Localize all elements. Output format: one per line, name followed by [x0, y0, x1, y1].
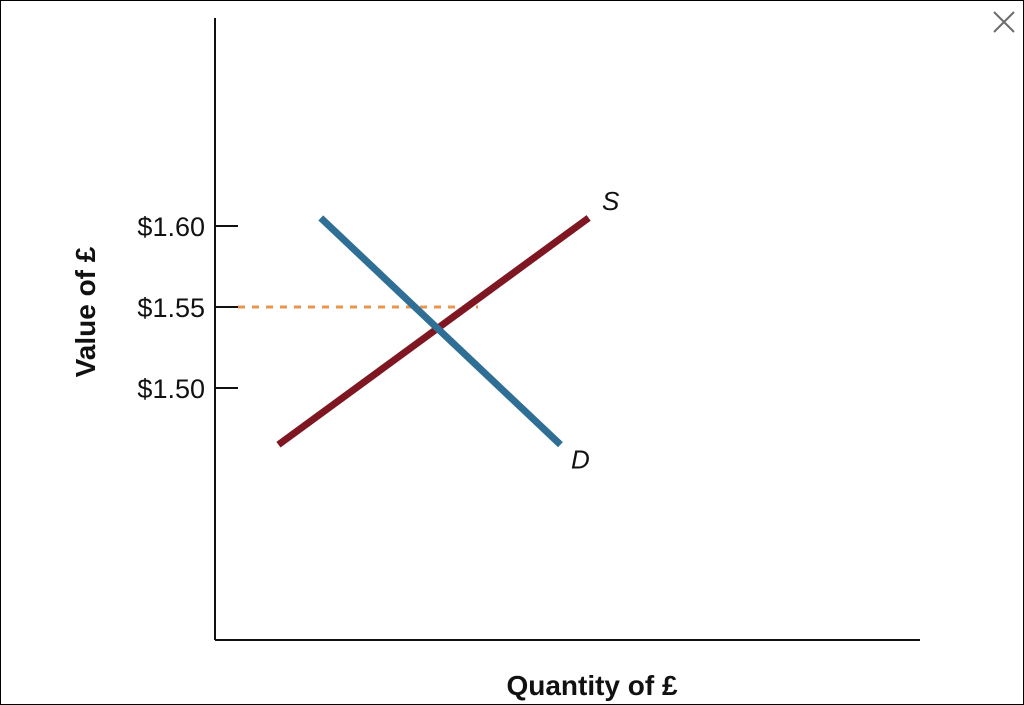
demand-curve: [318, 215, 563, 448]
y-tick-label: $1.55: [137, 293, 205, 323]
y-axis-title: Value of £: [70, 246, 101, 377]
supply-curve: [276, 215, 591, 448]
y-tick-label: $1.50: [137, 374, 205, 404]
close-button[interactable]: [988, 6, 1020, 38]
y-tick-label: $1.60: [137, 212, 205, 242]
series-label-d: D: [571, 445, 590, 475]
series-label-s: S: [602, 186, 620, 216]
x-axis-title: Quantity of £: [506, 670, 678, 701]
close-icon: [993, 11, 1015, 33]
